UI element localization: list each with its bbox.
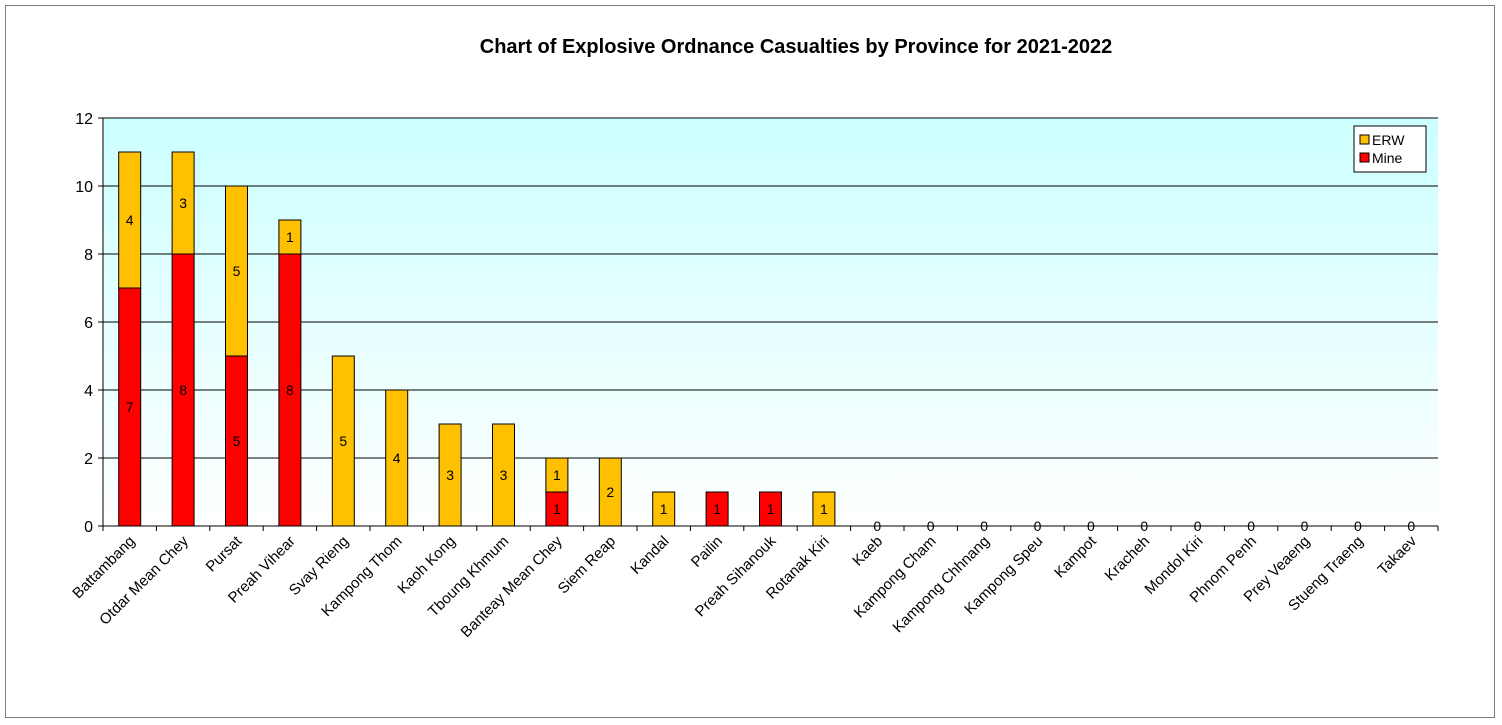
data-label: 0 (1301, 518, 1309, 534)
y-tick-label: 8 (84, 247, 93, 264)
y-tick-label: 6 (84, 315, 93, 332)
bar-erw (492, 423, 515, 527)
data-label: 0 (980, 518, 988, 534)
y-tick-label: 10 (75, 179, 93, 196)
legend-box (1353, 125, 1427, 173)
bar-erw (385, 389, 409, 527)
bar-erw (278, 219, 302, 255)
data-label: 5 (233, 263, 241, 279)
bar-erw (118, 151, 142, 289)
data-label: 4 (126, 212, 134, 228)
bar-erw (598, 457, 622, 527)
category-label: Kampong Chhnang (890, 533, 993, 636)
data-label: 0 (927, 518, 935, 534)
data-label: 1 (553, 467, 561, 483)
legend-swatch-mine (1359, 152, 1370, 163)
y-tick-label: 4 (84, 383, 93, 400)
data-label: 1 (820, 501, 828, 517)
data-label: 2 (606, 484, 614, 500)
data-label: 8 (179, 382, 187, 398)
category-label: Pursat (203, 532, 246, 575)
y-tick-label: 12 (75, 111, 93, 128)
bar-erw (171, 151, 195, 255)
data-label: 0 (1407, 518, 1415, 534)
data-label: 3 (446, 467, 454, 483)
category-label: Kracheh (1102, 533, 1154, 585)
data-label: 7 (126, 399, 134, 415)
data-label: 0 (1087, 518, 1095, 534)
bar-erw (652, 491, 676, 527)
data-label: 1 (286, 229, 294, 245)
bar-erw (225, 185, 248, 357)
category-label: Banteay Mean Chey (458, 532, 566, 640)
bar-erw (812, 491, 836, 527)
data-label: 0 (1140, 518, 1148, 534)
y-tick-label: 0 (84, 519, 93, 536)
data-label: 1 (553, 501, 561, 517)
category-label: Kampot (1051, 532, 1100, 581)
chart-title: Chart of Explosive Ordnance Casualties b… (480, 36, 1112, 58)
data-label: 0 (873, 518, 881, 534)
category-label: Kandal (627, 533, 672, 578)
chart-svg: Chart of Explosive Ordnance Casualties b… (69, 36, 1439, 641)
category-label: Takaev (1374, 532, 1420, 578)
data-label: 0 (1034, 518, 1042, 534)
data-label: 0 (1194, 518, 1202, 534)
data-label: 1 (660, 501, 668, 517)
legend-label-mine: Mine (1372, 150, 1403, 166)
data-label: 0 (1354, 518, 1362, 534)
bar-erw (331, 355, 355, 527)
y-tick-label: 2 (84, 451, 93, 468)
data-label: 8 (286, 382, 294, 398)
chart-frame: Chart of Explosive Ordnance Casualties b… (5, 5, 1495, 718)
data-label: 5 (233, 433, 241, 449)
bar-erw (438, 423, 462, 527)
category-label: Siem Reap (555, 533, 619, 597)
bar-mine (759, 491, 782, 527)
category-label: Pailin (688, 533, 726, 571)
bar-mine (705, 491, 729, 527)
category-label: Kaeb (849, 533, 886, 570)
data-label: 0 (1247, 518, 1255, 534)
data-label: 1 (767, 501, 775, 517)
legend-label-erw: ERW (1372, 132, 1405, 148)
bar-erw (545, 457, 569, 493)
category-label: Otdar Mean Chey (96, 532, 192, 628)
data-label: 1 (713, 501, 721, 517)
legend-swatch-erw (1359, 134, 1370, 145)
data-label: 3 (500, 467, 508, 483)
data-label: 5 (339, 433, 347, 449)
legend: ERW Mine (1353, 125, 1427, 173)
data-label: 4 (393, 450, 401, 466)
data-label: 3 (179, 195, 187, 211)
